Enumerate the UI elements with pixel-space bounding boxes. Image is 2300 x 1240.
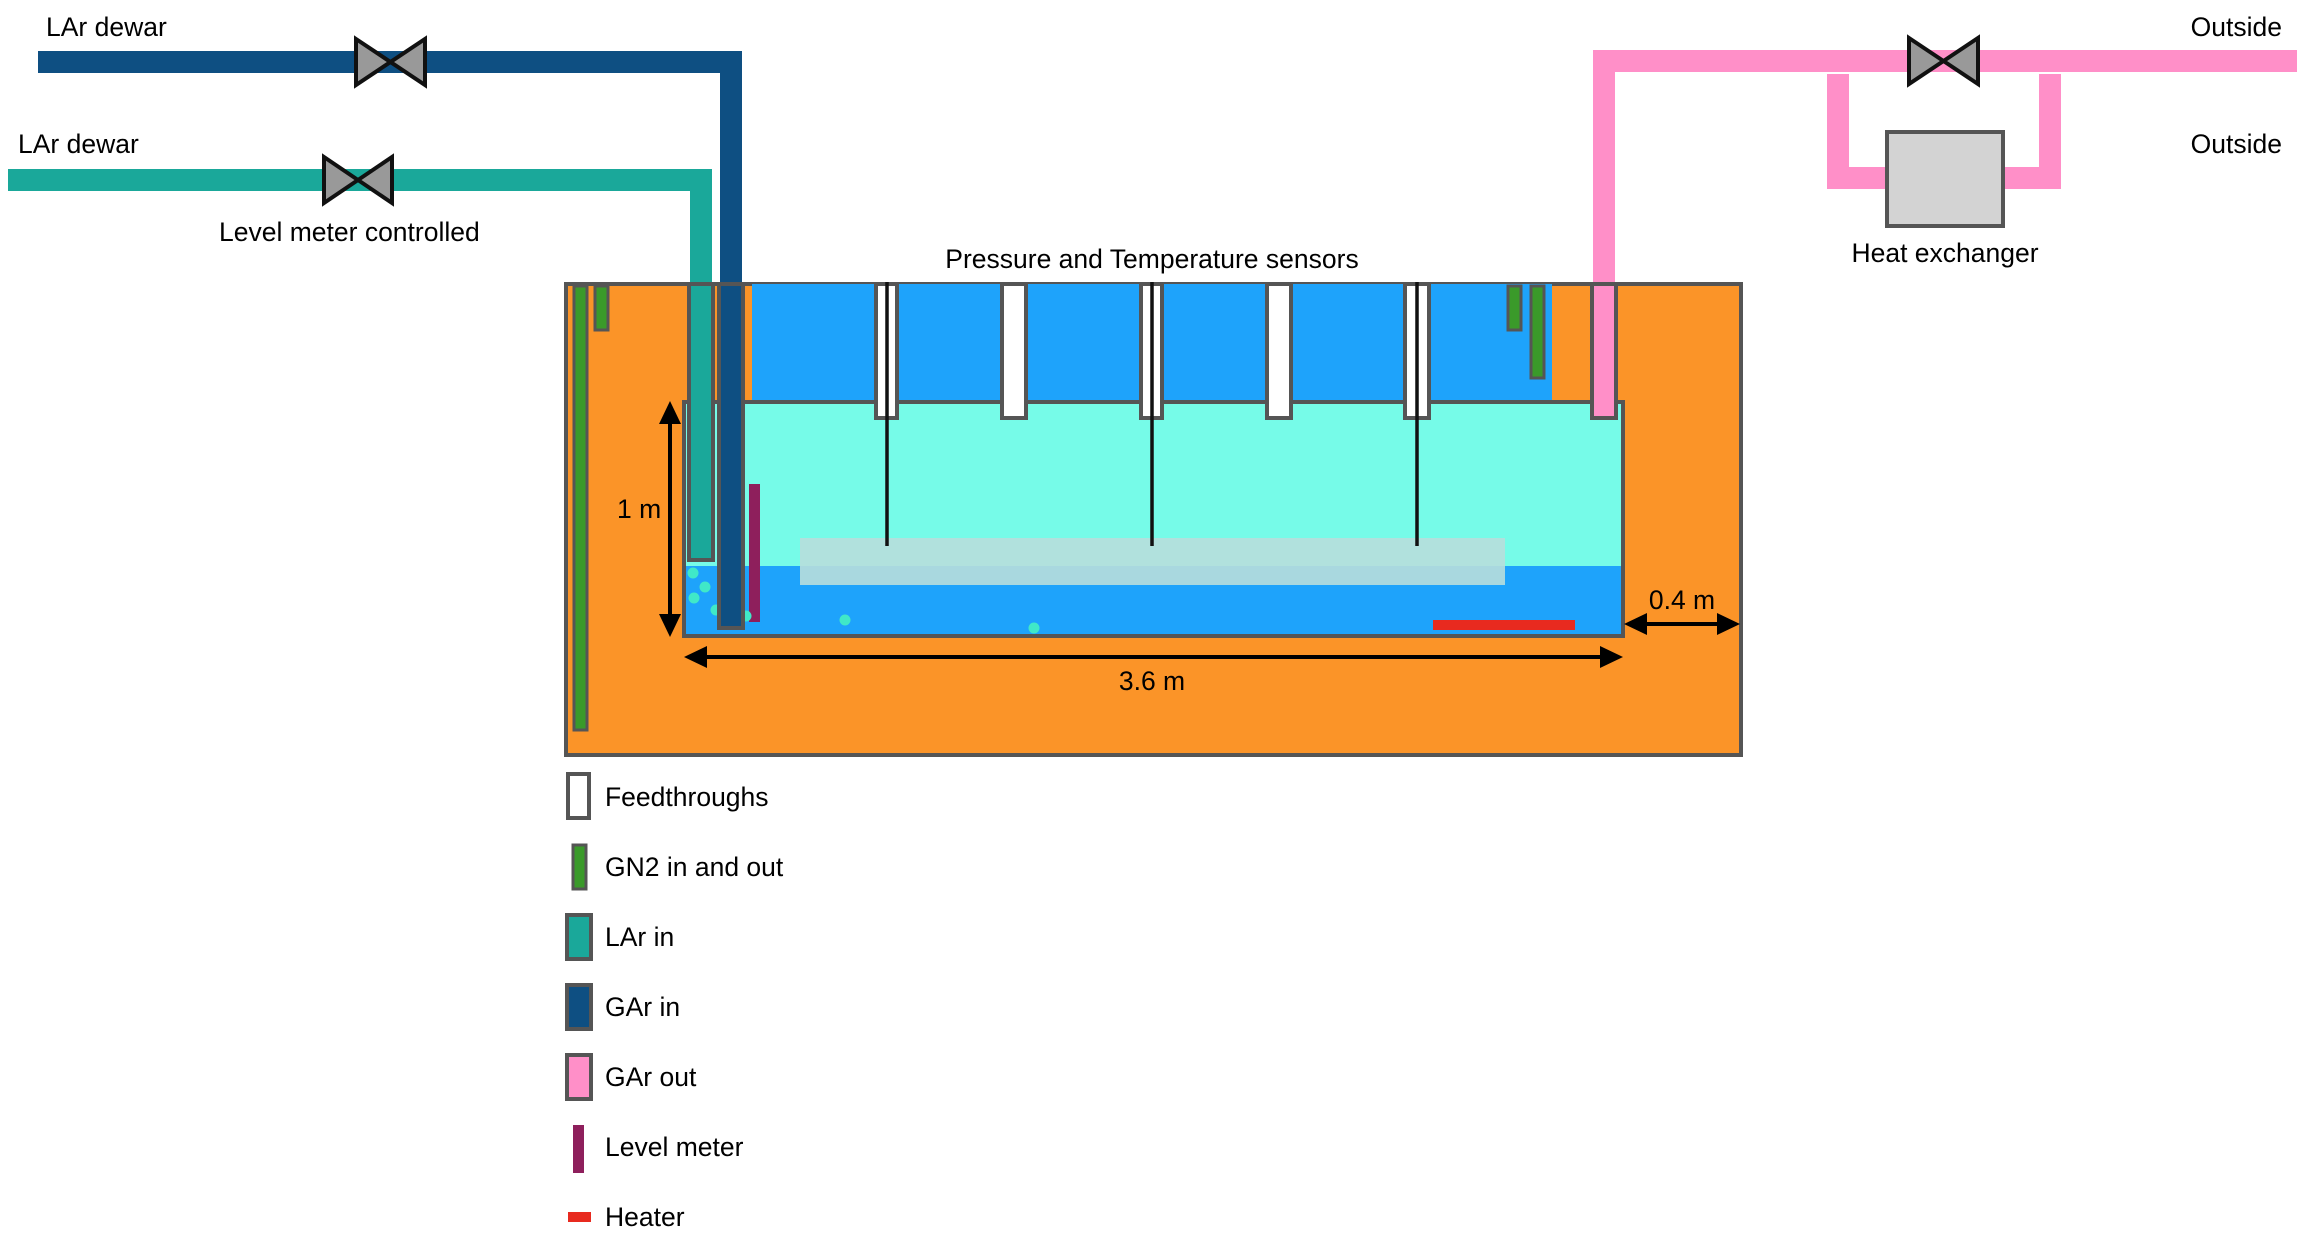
svg-text:LAr in: LAr in [605, 922, 674, 952]
bowtie-valve-icon [322, 153, 394, 207]
svg-text:Feedthroughs: Feedthroughs [605, 782, 769, 812]
svg-text:GN2 in and out: GN2 in and out [605, 852, 784, 882]
svg-text:Heater: Heater [605, 1202, 685, 1232]
legend-item-level-meter: Level meter [573, 1125, 744, 1173]
svg-text:1 m: 1 m [617, 494, 661, 524]
legend: Feedthroughs GN2 in and out LAr in GAr i… [565, 772, 784, 1232]
lar-in-line [8, 169, 715, 562]
legend-item-heater: Heater [568, 1202, 685, 1232]
gar-out-line [1590, 50, 2297, 420]
heat-exchanger-label: Heat exchanger [1851, 238, 2038, 268]
outside-bottom-label: Outside [2191, 129, 2282, 159]
svg-text:Level meter: Level meter [605, 1132, 744, 1162]
bubbles [687, 567, 1040, 634]
bowtie-valve-icon [354, 35, 427, 89]
gar-in-line [38, 51, 745, 630]
heat-exchanger [1885, 130, 2005, 228]
lar-dewar-top-label: LAr dewar [46, 12, 167, 42]
legend-item-gar-in: GAr in [565, 983, 680, 1031]
gap-dimension: 0.4 m [1624, 585, 1740, 635]
legend-item-lar-in: LAr in [565, 913, 674, 961]
legend-item-gn2: GN2 in and out [571, 843, 784, 891]
sensor-wires [885, 282, 1419, 546]
bowtie-valve-icon [1907, 34, 1980, 88]
heater [1433, 620, 1575, 630]
legend-item-gar-out: GAr out [565, 1053, 697, 1101]
level-meter [749, 484, 760, 622]
height-dimension: 1 m [617, 401, 681, 637]
svg-text:3.6 m: 3.6 m [1119, 666, 1185, 696]
lar-dewar-bottom-label: LAr dewar [18, 129, 139, 159]
gn2-lines [572, 284, 1546, 732]
legend-item-feedthroughs: Feedthroughs [566, 772, 769, 820]
svg-text:GAr in: GAr in [605, 992, 680, 1022]
outside-top-label: Outside [2191, 12, 2282, 42]
pressure-temperature-label: Pressure and Temperature sensors [945, 244, 1358, 274]
svg-text:GAr out: GAr out [605, 1062, 697, 1092]
level-meter-controlled-label: Level meter controlled [219, 217, 480, 247]
width-dimension: 3.6 m [684, 646, 1623, 696]
svg-text:0.4 m: 0.4 m [1649, 585, 1715, 615]
